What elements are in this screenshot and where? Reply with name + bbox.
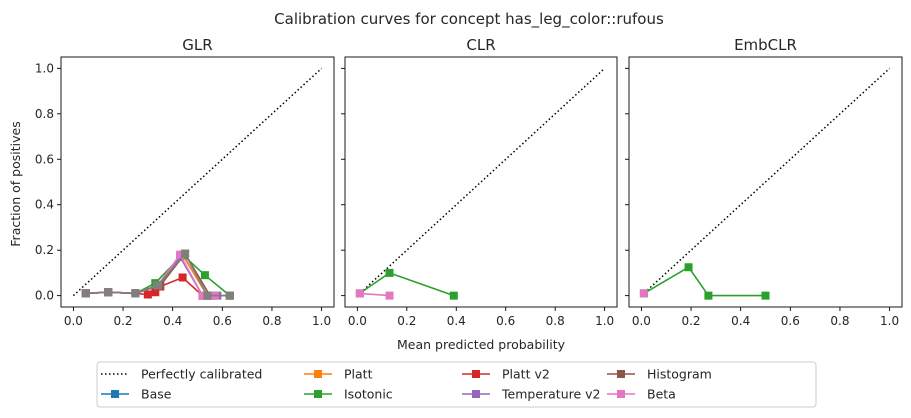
legend-label: Isotonic [344,387,393,402]
legend-label: Platt [344,367,373,382]
data-point [198,291,207,300]
panel-title: GLR [182,36,212,54]
data-point [449,291,458,300]
y-tick-label: 0.0 [35,289,54,303]
legend-label: Beta [647,387,676,402]
series-isotonic [639,263,770,300]
plot-frame [628,56,903,308]
data-point [181,249,190,258]
x-tick-label: 0.0 [348,314,367,328]
data-point [684,263,693,272]
data-point [151,288,160,297]
x-tick-label: 1.0 [880,314,899,328]
data-point [104,288,113,297]
panel-embclr: EmbCLR 0.0 0.2 0.4 0.6 0.8 1.0 [625,36,903,328]
data-point [761,291,770,300]
series-line [359,292,390,297]
data-point [153,281,162,290]
y-tick-label: 0.4 [35,198,54,212]
legend-label: Histogram [647,367,712,382]
series-line [643,266,766,297]
y-axis-label: Fraction of positives [8,121,23,246]
legend-label: Platt v2 [502,367,550,382]
legend-marker [472,390,480,398]
panel-title: CLR [466,36,495,54]
data-point [225,291,234,300]
panel-glr: GLR 0.0 0.2 0.4 0.6 0.8 1.0 0.0 0.2 0.4 0.6 0.8 1.0 [35,36,335,328]
x-tick-label: 0.8 [546,314,565,328]
legend-marker [111,390,119,398]
x-tick-label: 0.4 [163,314,182,328]
legend-marker [314,390,322,398]
x-tick-label: 0.8 [262,314,281,328]
x-tick-label: 0.2 [113,314,132,328]
legend-marker [617,390,625,398]
data-point [704,291,713,300]
x-tick-label: 0.4 [447,314,466,328]
series-beta [639,289,648,298]
x-axis-label: Mean predicted probability [397,337,566,352]
figure-title: Calibration curves for concept has_leg_c… [274,10,664,29]
series-histogram [81,249,234,300]
data-point [131,289,140,298]
data-point [385,268,394,277]
legend-marker [314,370,322,378]
x-tick-label: 1.0 [312,314,331,328]
legend-entry-isotonic: Isotonic [304,387,393,402]
x-tick-label: 0.2 [397,314,416,328]
x-tick-label: 0.2 [681,314,700,328]
legend-entry-platt-v2: Platt v2 [462,367,550,382]
series-beta [355,289,394,300]
plot-frame [344,56,618,308]
legend-marker [472,370,480,378]
legend-entry-platt: Platt [304,367,373,382]
data-point [81,289,90,298]
series-line [359,272,455,297]
series-perfectly-calibrated [640,67,891,297]
legend-box [96,361,817,408]
x-tick-label: 0.6 [496,314,515,328]
panel-clr: CLR 0.0 0.2 0.4 0.6 0.8 1.0 [341,36,618,328]
data-point [176,250,185,259]
data-point [178,273,187,282]
legend-entry-temperature-v2: Temperature v2 [462,387,601,402]
y-tick-label: 0.6 [35,152,54,166]
x-tick-label: 0.4 [731,314,750,328]
x-tick-label: 0.6 [781,314,800,328]
series-perfectly-calibrated [356,67,606,297]
data-point [385,291,394,300]
legend: Perfectly calibrated Base Platt Isotonic Pla… [96,361,817,408]
y-tick-label: 0.2 [35,243,54,257]
legend-entry-histogram: Histogram [607,367,712,382]
x-tick-label: 0.6 [213,314,232,328]
x-tick-label: 0.0 [64,314,83,328]
x-tick-label: 0.8 [830,314,849,328]
series-perfectly-calibrated [72,67,323,297]
y-tick-label: 0.8 [35,107,54,121]
data-point [355,289,364,298]
legend-marker [617,370,625,378]
data-point [203,291,212,300]
legend-label: Base [141,387,172,402]
legend-label: Perfectly calibrated [141,367,262,382]
x-tick-label: 0.0 [632,314,651,328]
legend-entry-beta: Beta [607,387,676,402]
legend-entry-perfectly-calibrated: Perfectly calibrated [101,367,262,382]
data-point [639,289,648,298]
legend-entry-base: Base [101,387,172,402]
series-line [72,67,323,297]
x-tick-label: 1.0 [595,314,614,328]
series-line [356,67,606,297]
plot-frame [60,56,335,308]
panel-title: EmbCLR [734,36,797,54]
data-point [143,290,152,299]
legend-label: Temperature v2 [501,387,601,402]
series-line [640,67,891,297]
y-tick-label: 1.0 [35,61,54,75]
data-point [200,271,209,280]
